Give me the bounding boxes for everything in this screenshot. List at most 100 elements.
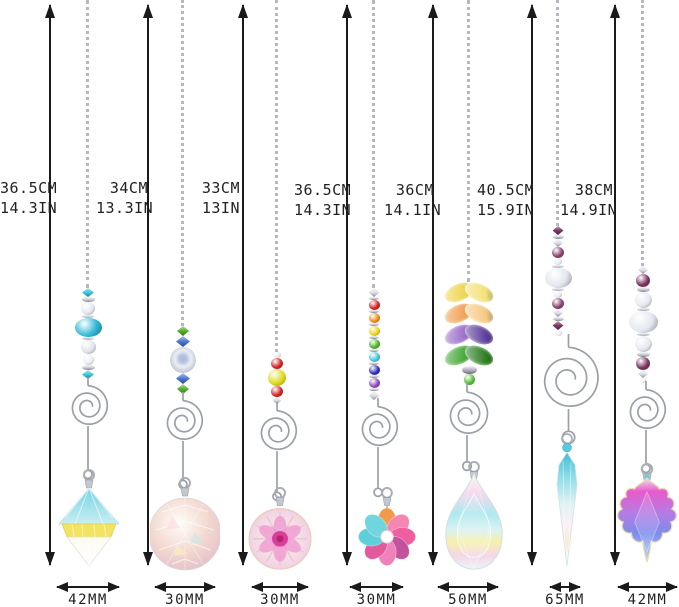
bead [368,378,380,388]
spacer-bead [369,336,379,339]
length-label: 33CM 13IN [190,178,240,218]
width-arrow [349,582,404,592]
bead [636,274,650,287]
bead [368,391,380,400]
length-cm: 36CM [395,181,434,199]
width-label: 42MM [627,592,668,607]
width-arrow [437,582,499,592]
bead [177,384,189,394]
bead [552,298,564,309]
length-cm: 36.5CM [0,179,58,197]
bead [82,370,94,379]
bead-strand [247,352,307,404]
pendant-teardrop-crystal [445,460,503,570]
bead-strand [439,278,499,385]
bead [463,374,475,385]
bead-cap [636,333,650,336]
bead [553,309,563,317]
crystal-cluster-row [441,341,497,370]
width-label: 50MM [448,592,488,607]
bead-strand [153,326,213,394]
bead-cap [82,337,94,340]
bead [636,357,650,370]
bead [176,373,190,384]
bead [634,336,652,352]
pendant-icicle-crystal [556,433,578,567]
spacer-bead [461,366,477,374]
hanging-chain [556,0,559,226]
bead [368,352,380,362]
spacer-bead [552,235,564,239]
hanging-chain [641,0,644,266]
length-cm: 33CM [201,179,240,197]
width-label: 30MM [356,592,397,607]
spiral-wire-hook [246,402,308,502]
bead [176,336,190,347]
spacer-bead [636,287,650,292]
length-label: 36.5CM 14.3IN [294,180,352,220]
bead [81,302,95,315]
spacer-bead [369,310,379,313]
width-arrow [251,582,309,592]
length-inch: 13IN [201,199,240,217]
length-arrow [428,4,438,566]
hanging-chain [275,0,278,352]
hanging-chain [467,0,470,282]
bead [82,354,94,365]
pendant-sun-crystal [248,486,312,570]
hanging-chain [181,0,184,326]
bead [368,326,380,336]
length-cm: 40.5CM [477,181,535,199]
bead-strand [613,266,673,383]
bead [554,291,562,298]
bead-strand [344,288,404,400]
crystal-cluster-row [441,320,497,349]
length-label: 34CM 13.3IN [96,178,154,218]
bead [554,330,562,336]
bead [368,365,380,375]
length-label: 40.5CM 15.9IN [477,180,535,220]
bead [368,288,380,297]
bead [552,247,564,258]
bead [640,378,646,383]
spacer-bead [81,365,95,370]
bead [80,340,96,354]
length-inch: 15.9IN [477,201,535,219]
length-label: 36CM 14.1IN [384,180,442,220]
length-label: 38CM 14.9IN [560,180,618,220]
crystal-cluster-row [441,299,497,328]
spacer-bead [369,297,379,300]
bead [271,358,283,369]
bead [273,352,281,358]
length-cm: 36.5CM [294,181,352,199]
length-arrow [342,4,352,566]
length-inch: 14.9IN [560,201,618,219]
bead [554,258,562,265]
bead [368,339,380,349]
spiral-wire-hook [615,381,677,474]
length-arrow [45,4,55,566]
bead [82,288,94,297]
bead [271,386,283,397]
length-inch: 14.3IN [0,199,58,217]
length-inch: 14.1IN [384,201,442,219]
spacer-bead [369,349,379,352]
bead [552,226,564,235]
bead [368,313,380,323]
length-inch: 14.3IN [294,201,352,219]
width-arrow [617,582,678,592]
spacer-bead [369,375,379,378]
width-arrow [154,582,216,592]
bead-cap [82,315,94,318]
spacer-bead [636,352,650,357]
bead [553,239,563,247]
width-label: 42MM [68,592,108,607]
length-inch: 13.3IN [96,199,154,217]
width-arrow [56,582,120,592]
bead [638,370,648,378]
bead [544,268,572,288]
pendant-leaf-crystal [617,463,677,563]
bead-cap [552,265,564,268]
pendant-diamond-crystal [58,469,120,567]
length-arrow [610,4,620,566]
